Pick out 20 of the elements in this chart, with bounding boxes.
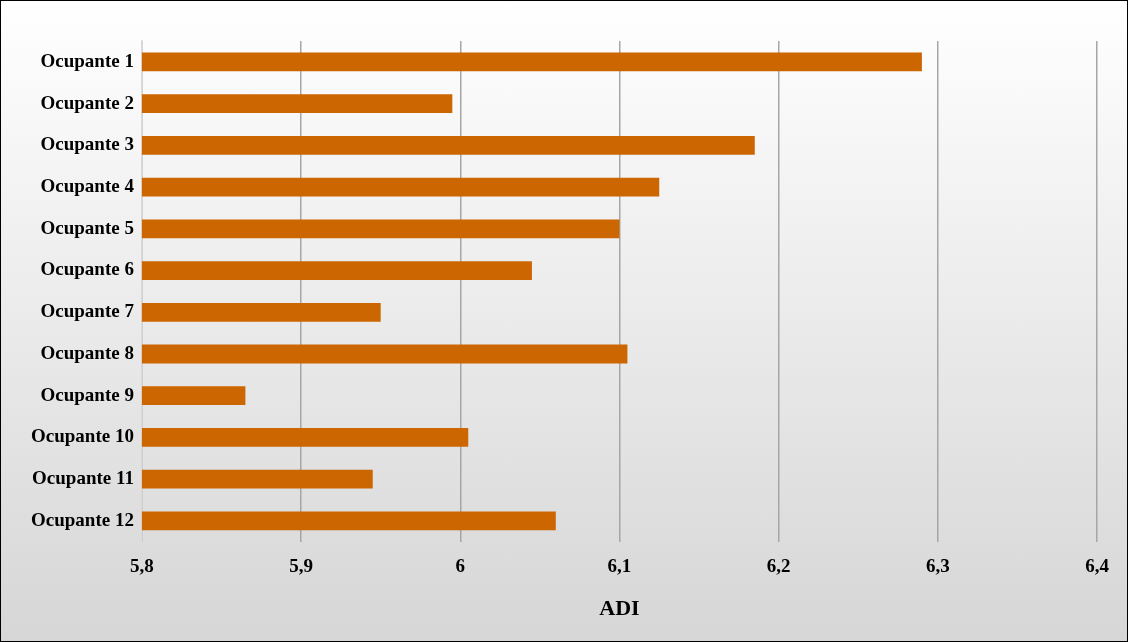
x-tick-label: 6 — [455, 555, 466, 577]
y-tick-label: Ocupante 4 — [40, 174, 135, 196]
x-axis-title: ADI — [599, 595, 640, 621]
y-tick-label: Ocupante 6 — [40, 258, 134, 280]
y-tick-label: Ocupante 3 — [40, 133, 134, 155]
x-tick-label: 5,9 — [289, 555, 313, 577]
y-tick-label: Ocupante 2 — [40, 91, 134, 113]
y-tick-label: Ocupante 8 — [40, 341, 134, 363]
y-tick-label: Ocupante 12 — [30, 508, 134, 530]
y-tick-label: Ocupante 5 — [40, 216, 134, 238]
y-tick-label: Ocupante 1 — [40, 49, 134, 71]
y-tick-label: Ocupante 11 — [32, 467, 134, 489]
x-tick-label: 6,1 — [607, 555, 632, 577]
x-tick-label: 6,4 — [1085, 555, 1110, 577]
y-tick-label: Ocupante 9 — [40, 383, 134, 405]
y-tick-label: Ocupante 7 — [40, 300, 135, 322]
x-tick-label: 5,8 — [130, 555, 154, 577]
x-tick-label: 6,3 — [925, 555, 950, 577]
y-tick-label: Ocupante 10 — [30, 425, 134, 447]
x-tick-label: 6,2 — [766, 555, 791, 577]
